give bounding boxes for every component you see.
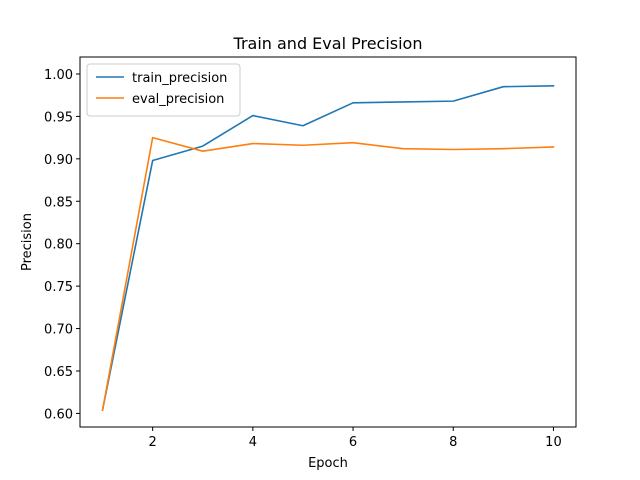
y-tick-label: 0.60 (44, 407, 73, 422)
y-axis-label: Precision (20, 213, 35, 271)
x-tick-label: 6 (349, 435, 357, 450)
legend: train_precision eval_precision (86, 63, 241, 117)
x-tick-label: 4 (249, 435, 257, 450)
x-tick-label: 2 (149, 435, 157, 450)
x-tick-label: 10 (545, 435, 562, 450)
y-tick-label: 0.90 (44, 153, 73, 168)
legend-box (86, 63, 241, 117)
y-tick-label: 0.75 (44, 280, 73, 295)
x-axis-label: Epoch (308, 456, 348, 471)
y-tick-label: 0.65 (44, 365, 73, 380)
y-tick-label: 0.95 (44, 110, 73, 125)
y-tick-label: 0.70 (44, 323, 73, 338)
y-tick-label: 0.85 (44, 195, 73, 210)
chart-title: Train and Eval Precision (233, 34, 423, 53)
series-line-eval-precision (101, 136, 555, 411)
y-tick-label: 1.00 (44, 68, 73, 83)
y-tick-label: 0.80 (44, 238, 73, 253)
legend-label: train_precision (132, 71, 227, 86)
plot-frame (79, 56, 577, 428)
x-tick-label: 8 (449, 435, 457, 450)
legend-label: eval_precision (132, 92, 224, 107)
series-line-train-precision (101, 85, 555, 411)
